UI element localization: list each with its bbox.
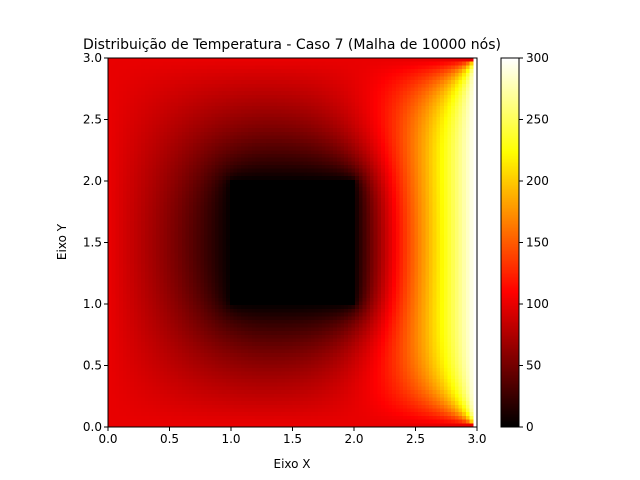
colorbar-tick-label: 150 [526, 236, 549, 250]
colorbar-frame [500, 57, 520, 428]
colorbar-tick-label: 0 [526, 420, 534, 434]
y-tick-label: 1.5 [83, 236, 102, 250]
x-tick-label: 1.5 [283, 432, 302, 446]
x-axis-label: Eixo X [273, 457, 310, 471]
plot-frame [107, 57, 478, 428]
colorbar-tick-label: 50 [526, 359, 541, 373]
x-tick-label: 2.5 [406, 432, 425, 446]
x-tick-label: 1.0 [221, 432, 240, 446]
y-tick-label: 3.0 [83, 51, 102, 65]
y-tick-label: 0.5 [83, 359, 102, 373]
y-tick-label: 1.0 [83, 297, 102, 311]
heatmap-image [108, 58, 477, 427]
x-tick-label: 0.5 [160, 432, 179, 446]
x-tick-label: 2.0 [344, 432, 363, 446]
axes-ticks: 0.0 0.5 1.0 1.5 2.0 2.5 3.0 0.0 0.5 1.0 1.5 2.0 2.5 3… [83, 51, 549, 446]
colorbar-tick-label: 200 [526, 174, 549, 188]
colorbar-tick-label: 100 [526, 297, 549, 311]
colorbar-gradient [501, 58, 519, 427]
y-tick-label: 2.5 [83, 113, 102, 127]
y-tick-label: 2.0 [83, 174, 102, 188]
y-axis-label: Eixo Y [55, 223, 69, 260]
colorbar-tick-label: 300 [526, 51, 549, 65]
chart-title: Distribuição de Temperatura - Caso 7 (Ma… [83, 37, 501, 53]
colorbar-tick-label: 250 [526, 113, 549, 127]
x-tick-label: 3.0 [467, 432, 486, 446]
y-tick-label: 0.0 [83, 420, 102, 434]
x-tick-label: 0.0 [98, 432, 117, 446]
